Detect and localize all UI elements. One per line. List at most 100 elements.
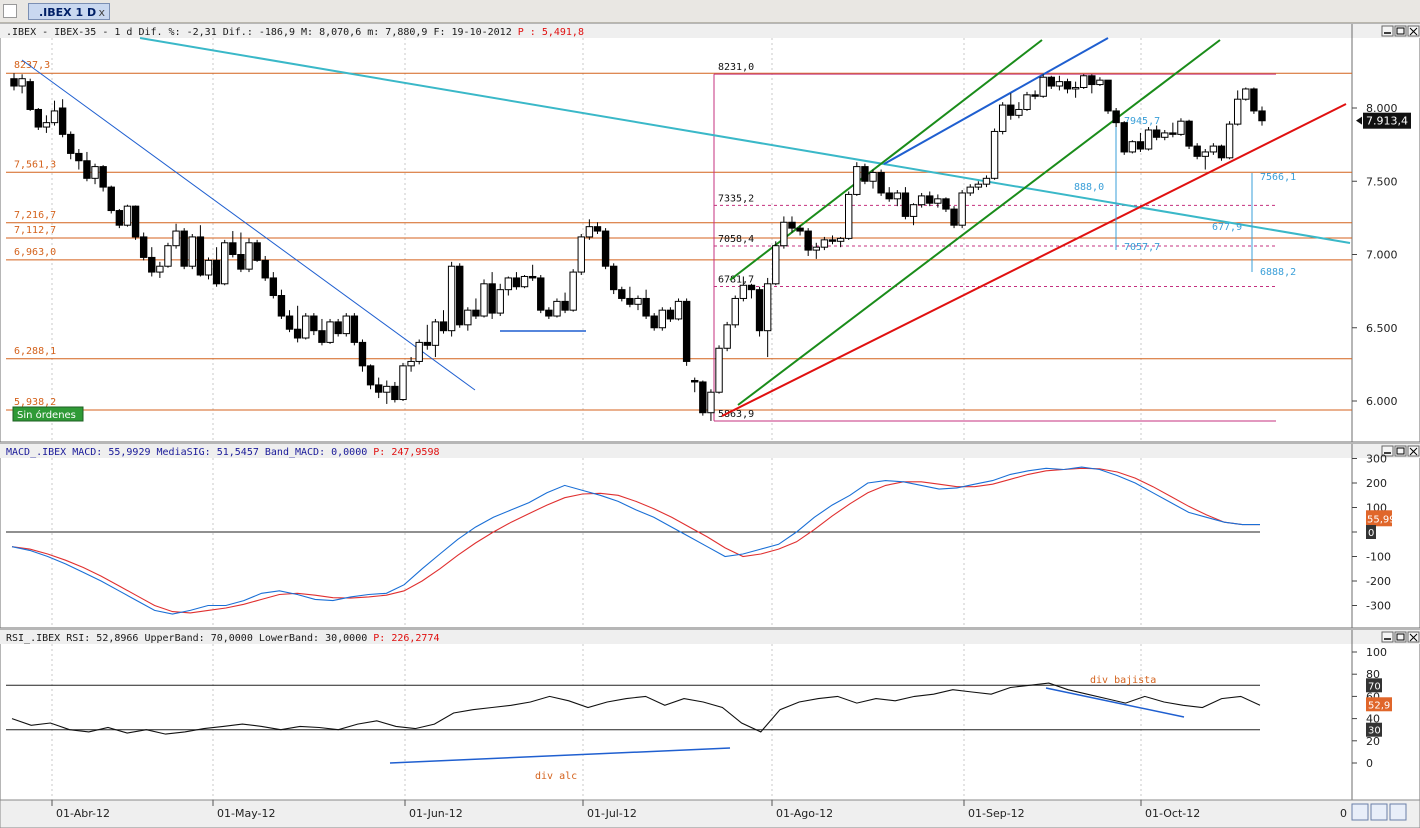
minimize-icon[interactable] (1381, 445, 1394, 457)
candle-body (350, 315, 359, 343)
fib-level-label: 5863,9 (718, 409, 754, 420)
panel-price-close-button[interactable] (1407, 25, 1420, 37)
maximize-glyph (1396, 447, 1405, 455)
candle-body (1152, 129, 1161, 138)
macd-zero-label: 0 (1368, 528, 1374, 539)
level-label: 6,288,1 (14, 346, 56, 357)
panel-rsi-header-bg (0, 630, 1420, 644)
y-tick-label: 300 (1366, 453, 1387, 466)
maximize-icon[interactable] (1394, 25, 1407, 37)
panel-rsi-minimize-button[interactable] (1381, 631, 1394, 643)
refresh-icon[interactable] (1351, 803, 1369, 821)
candle-body (1169, 132, 1177, 135)
candle-body (909, 204, 918, 217)
candle-body (609, 265, 618, 291)
chart-menu-icon[interactable] (3, 4, 17, 18)
print-icon[interactable] (1389, 803, 1407, 821)
save-icon[interactable] (1370, 803, 1388, 821)
minimize-icon[interactable] (1381, 25, 1394, 37)
tab-close-icon[interactable]: x (98, 6, 105, 19)
candle-body (415, 341, 423, 362)
y-tick-label: 8.000 (1366, 102, 1398, 115)
candle-body (302, 315, 310, 339)
candle-body (691, 379, 699, 383)
candle-body (763, 283, 772, 332)
measure-label: 7566,1 (1260, 172, 1296, 183)
candle-body (942, 198, 950, 210)
panel-rsi-close-button[interactable] (1407, 631, 1420, 643)
panel-price-header: .IBEX - IBEX-35 - 1 d Dif. %: -2,31 Dif.… (6, 27, 584, 38)
panel-rsi-header: RSI_.IBEX RSI: 52,8966 UpperBand: 70,000… (6, 633, 440, 644)
panel-macd-maximize-button[interactable] (1394, 445, 1407, 457)
panel-price-maximize-button[interactable] (1394, 25, 1407, 37)
candle-body (358, 341, 367, 367)
panel-macd-minimize-button[interactable] (1381, 445, 1394, 457)
candle-body (472, 309, 480, 317)
candle-body (1161, 132, 1169, 138)
macd-zero-badge (1366, 525, 1376, 539)
candle-body (1225, 123, 1234, 159)
candle-body (326, 321, 334, 343)
candle-body (926, 195, 934, 204)
candle-body (658, 309, 667, 329)
rsi-annotation: div bajista (1090, 675, 1156, 686)
candle-body (950, 208, 958, 226)
candle-body (520, 275, 529, 288)
level-label: 8237,3 (14, 60, 50, 71)
measure-label: 677,9 (1212, 222, 1242, 233)
candle-body (1007, 104, 1015, 116)
candle-body (682, 300, 691, 362)
panel-macd-close-button[interactable] (1407, 445, 1420, 457)
macd-line (11, 466, 1260, 615)
candle-body (601, 230, 610, 267)
panel-price-header-bg (0, 24, 1420, 38)
level-label: 7,112,7 (14, 225, 56, 236)
x-tick-label: 01-Sep-12 (968, 807, 1025, 820)
macd-value-label: 55,99 (1367, 514, 1396, 525)
candle-body (998, 104, 1007, 132)
level-label: 5,938,2 (14, 397, 56, 408)
orders-badge[interactable] (12, 406, 84, 422)
header-part: RSI_.IBEX RSI: 52,8966 UpperBand: 70,000… (6, 633, 373, 644)
candle-body (917, 195, 926, 206)
candle-body (545, 309, 553, 317)
candle-body (1217, 145, 1226, 159)
rsi-badge (1366, 697, 1392, 712)
candle-body (820, 239, 829, 248)
panel-rsi-maximize-button[interactable] (1394, 631, 1407, 643)
y-tick-label: 80 (1366, 668, 1380, 681)
tab-ibex-1d[interactable]: .IBEX 1 D x (28, 3, 110, 20)
candle-body (42, 122, 51, 128)
candle-body (334, 321, 342, 335)
y-tick-label: 20 (1366, 735, 1380, 748)
candle-body (293, 328, 302, 339)
level-label: 7,216,7 (14, 210, 56, 221)
y-tick-label: 0 (1366, 757, 1373, 770)
y-tick-label: -200 (1366, 575, 1391, 588)
fib-level-label: 6781,7 (718, 274, 754, 285)
candle-body (747, 284, 756, 291)
trading-chart[interactable]: .IBEX - IBEX-35 - 1 d Dif. %: -2,31 Dif.… (0, 22, 1420, 828)
candle-body (374, 384, 383, 393)
fib-level-label: 8231,0 (718, 62, 754, 73)
panel-price-minimize-button[interactable] (1381, 25, 1394, 37)
panel-macd-header-bg (0, 444, 1420, 458)
candle-body (99, 166, 107, 188)
close-glyph (1409, 447, 1418, 456)
candle-body (310, 315, 318, 332)
candle-body (1233, 98, 1242, 125)
maximize-icon[interactable] (1394, 445, 1407, 457)
candle-body (731, 297, 739, 326)
candle-body (666, 309, 675, 320)
header-part: P: 247,9598 (373, 447, 439, 458)
candle-body (172, 230, 180, 247)
candle-body (285, 315, 294, 330)
candle-body (982, 177, 991, 185)
candle-body (91, 166, 99, 179)
maximize-icon[interactable] (1394, 631, 1407, 643)
candle-body (1112, 110, 1120, 124)
candle-body (861, 166, 869, 182)
minimize-icon[interactable] (1381, 631, 1394, 643)
candle-body (1250, 88, 1258, 112)
candle-body (723, 324, 731, 349)
